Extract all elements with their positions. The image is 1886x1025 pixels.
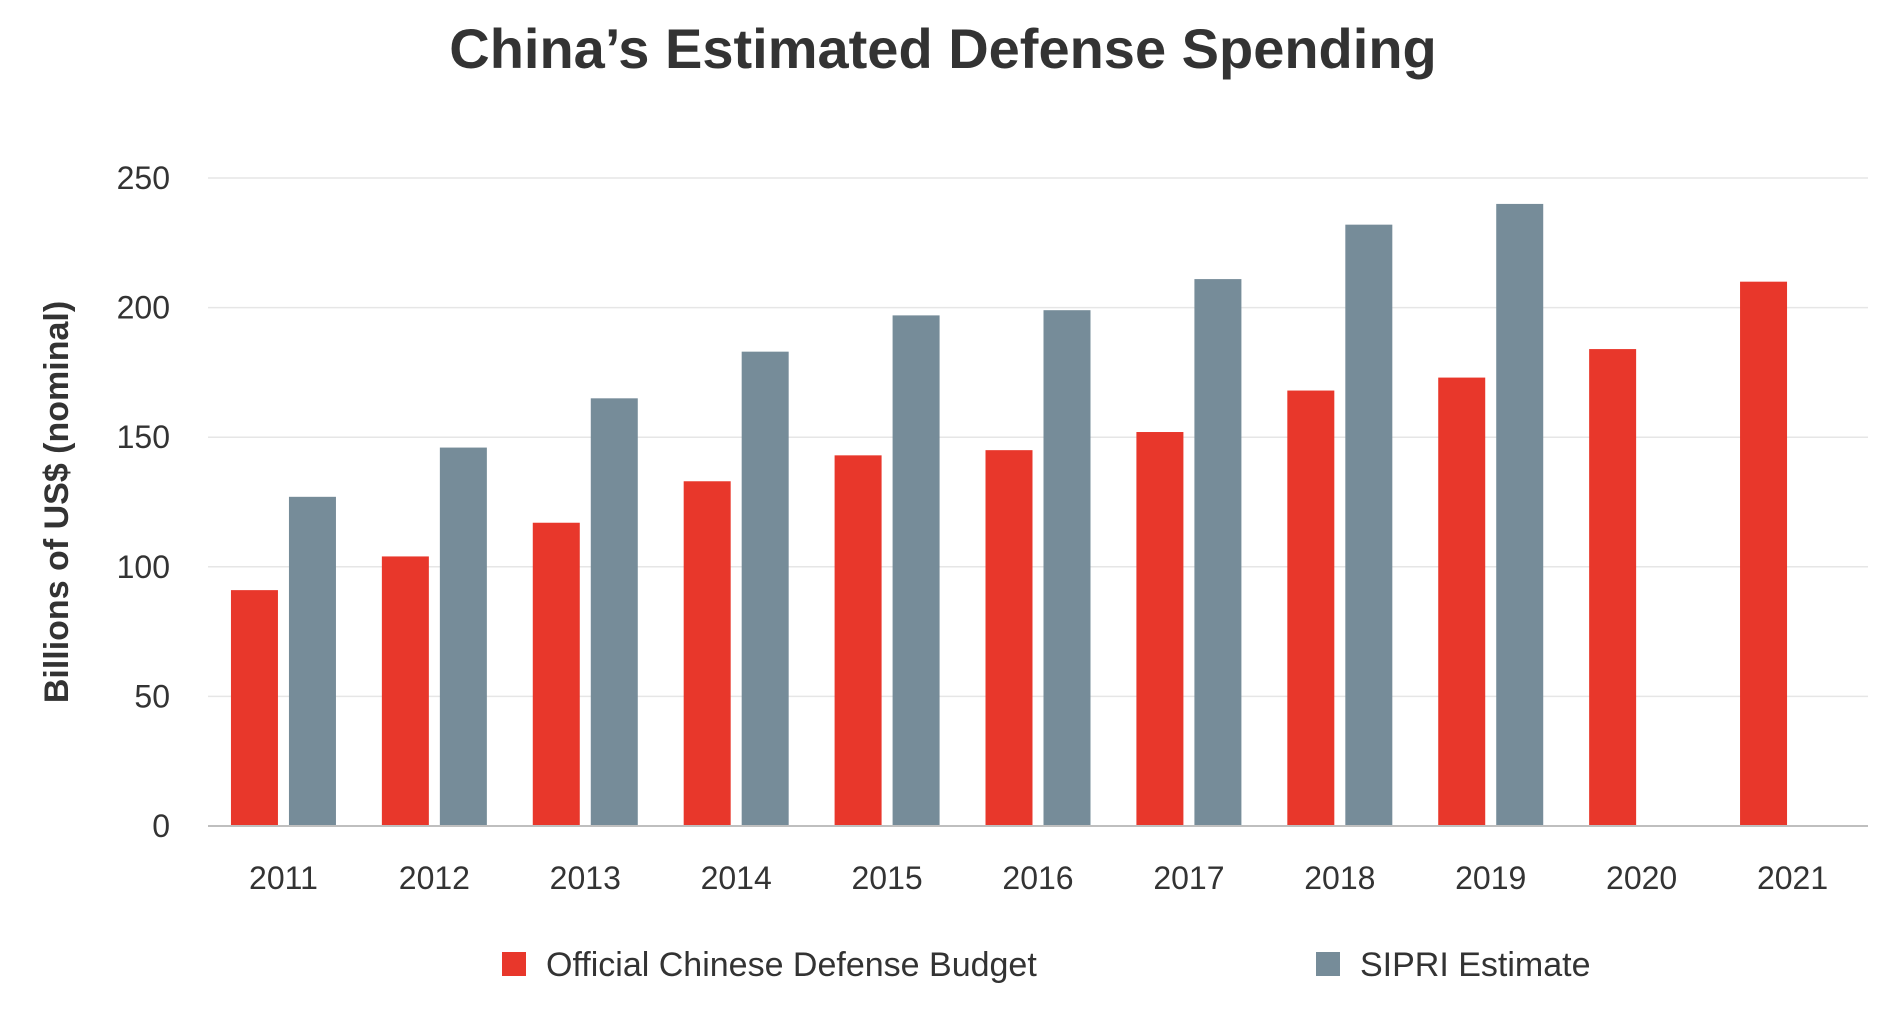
x-tick-label: 2016 <box>1002 860 1073 896</box>
chart-title: China’s Estimated Defense Spending <box>449 17 1437 80</box>
bar-sipri-2014 <box>741 351 789 826</box>
y-tick-label: 200 <box>117 290 170 326</box>
bar-sipri-2015 <box>892 315 940 826</box>
bar-sipri-2013 <box>590 398 638 826</box>
y-tick-label: 100 <box>117 549 170 585</box>
bar-sipri-2019 <box>1496 203 1544 827</box>
legend-swatch <box>1316 952 1340 976</box>
bar-official-2020 <box>1589 349 1637 826</box>
y-tick-label: 250 <box>117 160 170 196</box>
bar-official-2014 <box>683 481 731 826</box>
bar-official-2021 <box>1740 281 1788 826</box>
bar-official-2019 <box>1438 377 1486 826</box>
x-tick-label: 2015 <box>851 860 922 896</box>
bar-sipri-2011 <box>288 496 336 826</box>
legend-swatch <box>502 952 526 976</box>
x-tick-label: 2013 <box>550 860 621 896</box>
y-tick-label: 50 <box>134 678 170 714</box>
bar-official-2011 <box>230 590 278 826</box>
x-tick-label: 2021 <box>1757 860 1828 896</box>
bar-official-2013 <box>532 522 580 826</box>
bar-sipri-2018 <box>1345 224 1393 826</box>
x-tick-label: 2012 <box>399 860 470 896</box>
bar-sipri-2016 <box>1043 310 1091 826</box>
bar-official-2017 <box>1136 432 1184 826</box>
bar-sipri-2012 <box>439 447 487 826</box>
bar-official-2012 <box>381 556 429 826</box>
x-tick-label: 2019 <box>1455 860 1526 896</box>
x-tick-label: 2020 <box>1606 860 1677 896</box>
y-tick-label: 150 <box>117 419 170 455</box>
legend-label: Official Chinese Defense Budget <box>546 946 1037 984</box>
y-tick-label: 0 <box>152 808 170 844</box>
bar-official-2016 <box>985 450 1033 826</box>
x-tick-label: 2014 <box>701 860 772 896</box>
y-axis-title: Billions of US$ (nominal) <box>38 301 76 703</box>
bar-sipri-2017 <box>1194 279 1242 826</box>
x-tick-label: 2018 <box>1304 860 1375 896</box>
legend-label: SIPRI Estimate <box>1360 946 1591 984</box>
x-tick-label: 2011 <box>249 860 318 896</box>
bar-official-2015 <box>834 455 882 826</box>
bar-official-2018 <box>1287 390 1335 826</box>
x-tick-label: 2017 <box>1153 860 1224 896</box>
